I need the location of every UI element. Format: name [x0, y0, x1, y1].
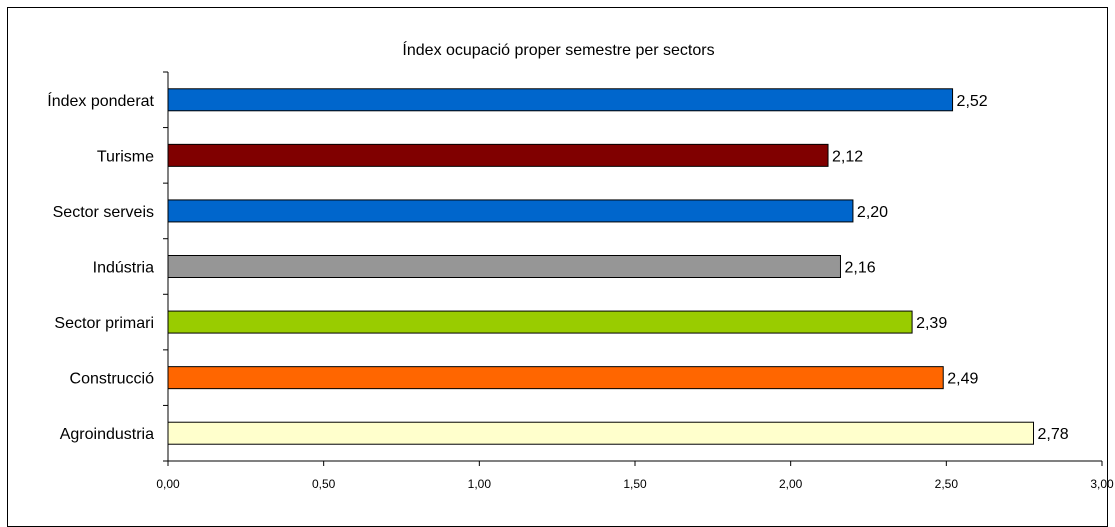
- category-label: Indústria: [93, 260, 154, 277]
- x-tick-label: 2,00: [779, 477, 803, 491]
- chart-title: Índex ocupació proper semestre per secto…: [402, 42, 715, 59]
- category-label: Turisme: [97, 148, 154, 165]
- data-label: 2,39: [916, 315, 947, 332]
- category-label: Construcció: [70, 371, 155, 388]
- bar: [167, 310, 913, 334]
- bar: [167, 421, 1035, 445]
- bar: [167, 199, 854, 223]
- bar: [167, 255, 841, 278]
- bar: [167, 366, 944, 390]
- x-tick-label: 1,00: [468, 477, 492, 491]
- bars: [167, 88, 1035, 445]
- x-tick-label: 0,50: [312, 477, 336, 491]
- category-label: Sector serveis: [53, 204, 154, 221]
- data-label: 2,16: [844, 260, 875, 277]
- data-label: 2,49: [947, 371, 978, 388]
- category-label: Sector primari: [54, 315, 154, 332]
- x-tick-label: 1,50: [623, 477, 647, 491]
- x-tick-label: 2,50: [935, 477, 959, 491]
- data-label: 2,20: [857, 204, 888, 221]
- data-label: 2,78: [1038, 426, 1069, 443]
- bar: [167, 143, 829, 167]
- bar: [167, 88, 954, 112]
- category-label: Agroindustria: [60, 426, 154, 443]
- category-label: Índex ponderat: [47, 91, 154, 110]
- x-tick-label: 0,00: [156, 477, 180, 491]
- labels: 0,00 0,50 1,00 1,50 2,00 2,50 3,00 Índex ponder…: [47, 91, 1114, 491]
- data-label: 2,52: [957, 93, 988, 110]
- bar-chart-plot: 0,00 0,50 1,00 1,50 2,00 2,50 3,00 Índex ponder…: [47, 71, 1114, 491]
- x-tick-label: 3,00: [1090, 477, 1114, 491]
- chart: Índex ocupació proper semestre per secto…: [7, 7, 1114, 527]
- data-label: 2,12: [832, 148, 863, 165]
